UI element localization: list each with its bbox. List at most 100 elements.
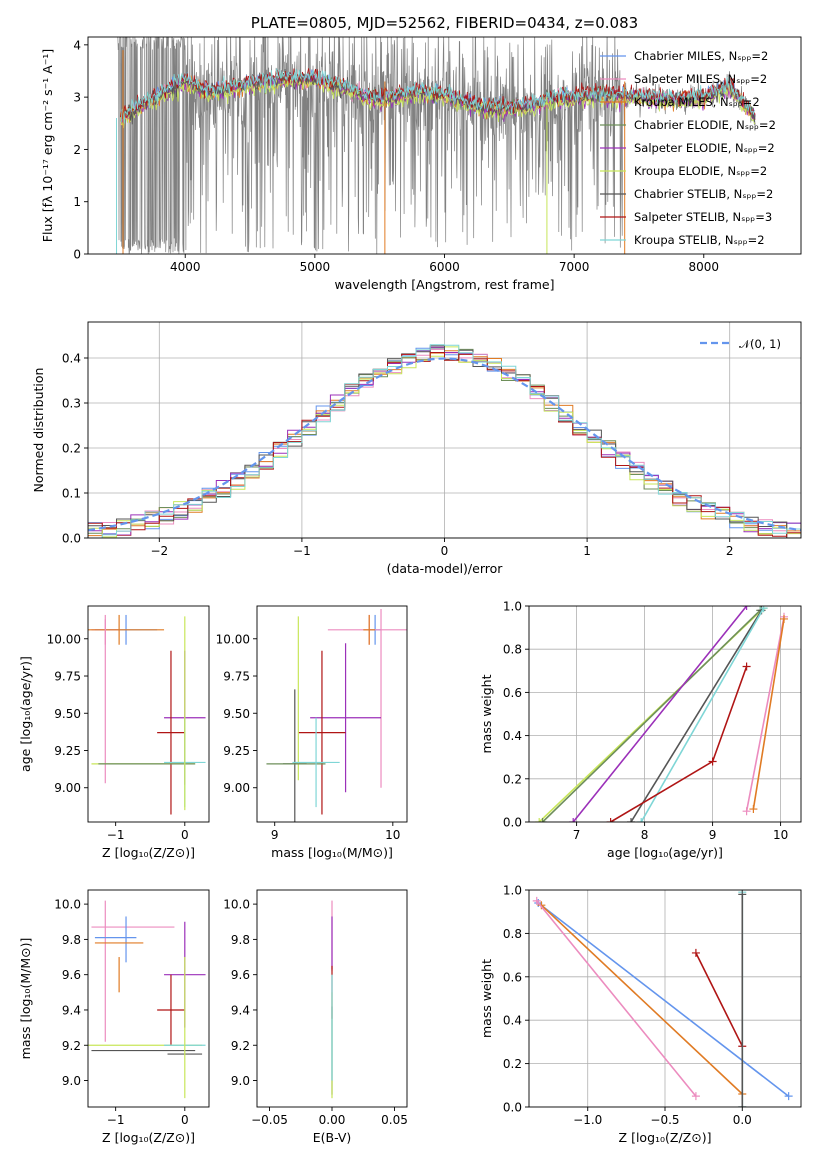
y-tick-label: 9.50: [223, 707, 250, 721]
y-tick-label: 9.6: [62, 968, 81, 982]
y-tick-label: 1.0: [503, 884, 522, 898]
y-tick-label: 9.8: [231, 933, 250, 947]
y-tick-label: 10.0: [54, 898, 81, 912]
y-tick-label: 1: [73, 195, 81, 209]
legend-label: Salpeter MILES, Nₛₚₚ=2: [634, 72, 767, 86]
plus-marker: [784, 1092, 793, 1101]
mass-weight-line: [640, 607, 765, 822]
y-tick-label: 0.8: [503, 643, 522, 657]
plus-marker: [738, 1103, 747, 1107]
legend-label: Salpeter STELIB, Nₛₚₚ=3: [634, 210, 772, 224]
mass-weight-line: [542, 609, 761, 822]
plus-marker: [538, 818, 547, 822]
x-tick-label: 8000: [688, 260, 719, 274]
y-tick-label: 9.4: [231, 1003, 250, 1017]
y-tick-label: 0.2: [503, 772, 522, 786]
chart-title: PLATE=0805, MJD=52562, FIBERID=0434, z=0…: [251, 14, 638, 32]
x-tick-label: 10: [773, 828, 788, 842]
mass-weight-line: [536, 900, 697, 1097]
y-tick-label: 0.2: [503, 1057, 522, 1071]
x-axis-label: age [log₁₀(age/yr)]: [607, 845, 723, 860]
mass-weight-line: [540, 904, 743, 1095]
x-tick-label: 7: [573, 828, 581, 842]
y-tick-label: 0.0: [503, 1101, 522, 1115]
y-tick-label: 10.00: [47, 632, 81, 646]
axes-frame: [256, 605, 408, 823]
y-tick-label: 9.50: [54, 707, 81, 721]
y-axis-label: age [log₁₀(age/yr)]: [18, 656, 33, 772]
x-tick-label: −1: [293, 544, 311, 558]
plus-marker: [691, 1092, 700, 1101]
y-tick-label: 9.0: [62, 1074, 81, 1088]
y-tick-label: 9.25: [223, 744, 250, 758]
y-tick-label: 0: [73, 248, 81, 262]
plus-marker: [742, 662, 751, 671]
x-tick-label: 5000: [300, 260, 331, 274]
x-tick-label: 2: [726, 544, 734, 558]
axes-frame: [528, 605, 802, 823]
plus-marker: [780, 614, 788, 623]
plus-marker: [627, 818, 635, 822]
panel-4: 9 10 9.00 9.25 9.50 9.75 10.00 mass [log₁₀(M/M⊙…: [216, 605, 408, 860]
x-tick-label: −1.0: [573, 1113, 602, 1127]
y-tick-label: 0.1: [62, 487, 81, 501]
x-tick-label: 7000: [559, 260, 590, 274]
y-tick-label: 0.4: [503, 1014, 522, 1028]
model-spectrum-line: [120, 68, 756, 124]
y-tick-label: 9.0: [231, 1074, 250, 1088]
plus-marker: [532, 896, 541, 905]
x-tick-label: −1: [107, 1113, 125, 1127]
model-spectrum-line: [120, 68, 756, 119]
x-tick-label: −0.5: [650, 1113, 679, 1127]
mass-weight-line: [752, 618, 785, 810]
legend-label: Chabrier MILES, Nₛₚₚ=2: [634, 49, 768, 63]
panel-8: −1.0 −0.5 0.0 0.0 0.2 0.4 0.6 0.8 1.0 Z [log₁₀(Z/…: [479, 884, 802, 1145]
plot-area: [529, 606, 801, 822]
y-tick-label: 10.0: [223, 898, 250, 912]
plus-marker: [606, 818, 615, 822]
x-axis-label: mass [log₁₀(M/M⊙)]: [271, 845, 393, 860]
y-tick-label: 2: [73, 143, 81, 157]
y-tick-label: 0.0: [62, 532, 81, 546]
y-tick-label: 1.0: [503, 600, 522, 614]
plus-marker: [749, 805, 758, 814]
x-tick-label: 0.05: [381, 1113, 408, 1127]
plot-area: [529, 890, 801, 1107]
mass-weight-line: [745, 616, 785, 812]
y-tick-label: 0.6: [503, 686, 522, 700]
y-tick-label: 9.2: [231, 1039, 250, 1053]
y-tick-label: 4: [73, 38, 81, 52]
axes-frame: [87, 889, 210, 1108]
y-tick-label: 9.75: [223, 670, 250, 684]
y-tick-label: 9.2: [62, 1039, 81, 1053]
plus-marker: [535, 818, 544, 822]
x-tick-label: 0: [441, 544, 449, 558]
x-tick-label: 9: [271, 828, 279, 842]
y-axis-label: mass weight: [479, 959, 494, 1038]
plot-area: [88, 322, 801, 538]
x-tick-label: 10: [385, 828, 400, 842]
y-axis-label: mass [log₁₀(M/M⊙)]: [18, 938, 33, 1060]
y-tick-label: 0.3: [62, 397, 81, 411]
y-tick-label: 3: [73, 91, 81, 105]
y-tick-label: 0.0: [503, 816, 522, 830]
x-tick-label: 0.0: [733, 1113, 752, 1127]
x-tick-label: 8: [641, 828, 649, 842]
x-tick-label: 6000: [429, 260, 460, 274]
mass-weight-line: [537, 902, 790, 1097]
legend-label: Chabrier ELODIE, Nₛₚₚ=2: [634, 118, 776, 132]
legend-label: Kroupa MILES, Nₛₚₚ=2: [634, 95, 760, 109]
legend-label: Kroupa ELODIE, Nₛₚₚ=2: [634, 164, 767, 178]
plus-marker: [691, 948, 700, 957]
y-tick-label: 0.2: [62, 442, 81, 456]
y-tick-label: 9.25: [54, 744, 81, 758]
x-axis-label: Z [log₁₀(Z/Z⊙)]: [102, 845, 195, 860]
y-tick-label: 0.6: [503, 970, 522, 984]
panel-7: −0.05 0.00 0.05 9.0 9.2 9.4 9.6 9.8 10.0 E(B-V): [223, 889, 408, 1145]
x-tick-label: −0.05: [251, 1113, 288, 1127]
y-axis-label: Normed distribution: [31, 368, 46, 493]
x-tick-label: 1: [583, 544, 591, 558]
panel-5: 7 8 9 10 0.0 0.2 0.4 0.6 0.8 1.0 age [log₁₀(age/yr…: [479, 600, 802, 860]
plus-marker: [742, 606, 751, 610]
y-tick-label: 9.75: [54, 670, 81, 684]
